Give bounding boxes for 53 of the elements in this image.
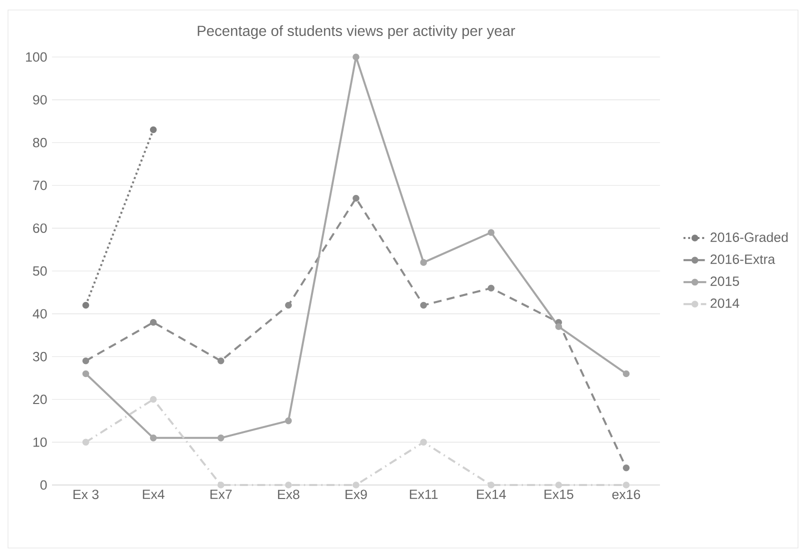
point: [420, 438, 427, 446]
y-tick-label: 60: [33, 223, 47, 233]
point: [420, 302, 427, 309]
y-tick-label: 0: [40, 480, 47, 490]
point: [82, 357, 90, 364]
point: [217, 434, 224, 442]
chart-title: Pecentage of students views per activity per year: [198, 25, 516, 39]
x-tick-label: Ex11: [410, 490, 438, 499]
point: [555, 482, 562, 488]
y-tick-label: 70: [33, 180, 47, 190]
x-tick-label: ex16: [612, 490, 640, 500]
point: [622, 370, 630, 378]
point: [285, 302, 292, 309]
legend-label: 2016-Graded: [710, 232, 788, 242]
x-tick-label: Ex9: [346, 490, 367, 500]
y-tick-label: 10: [33, 437, 47, 447]
point: [82, 302, 90, 309]
legend-label: 2016-Extra: [710, 254, 776, 264]
point: [285, 417, 292, 424]
point: [150, 396, 157, 403]
y-tick-label: 20: [33, 394, 47, 404]
y-tick-label: 40: [32, 309, 47, 319]
point: [150, 434, 157, 442]
x-tick-label: Ex4: [142, 490, 164, 499]
legend-label: 2015: [710, 276, 740, 286]
point: [150, 126, 157, 134]
point: [488, 284, 495, 292]
point: [82, 438, 90, 446]
x-tick-label: Ex8: [278, 490, 300, 500]
point: [285, 482, 292, 488]
point: [622, 464, 630, 472]
point: [622, 482, 630, 488]
point: [217, 357, 224, 364]
point: [420, 259, 427, 266]
y-tick-label: 50: [33, 266, 47, 276]
point: [150, 318, 157, 326]
point: [488, 482, 495, 488]
y-tick-label: 100: [26, 52, 47, 62]
point: [555, 323, 562, 330]
x-tick-label: Ex7: [210, 490, 232, 499]
y-tick-label: 90: [33, 95, 47, 105]
x-tick-label: Ex15: [544, 490, 574, 500]
y-tick-label: 80: [33, 138, 47, 148]
legend-label: 2014: [710, 298, 740, 308]
point: [217, 482, 224, 488]
y-tick-label: 30: [32, 352, 47, 362]
x-tick-label: Ex 3: [74, 490, 99, 500]
x-tick-label: Ex14: [476, 490, 506, 499]
point: [352, 54, 360, 60]
point: [82, 370, 90, 378]
point: [352, 482, 360, 488]
point: [352, 194, 360, 202]
point: [488, 229, 495, 236]
